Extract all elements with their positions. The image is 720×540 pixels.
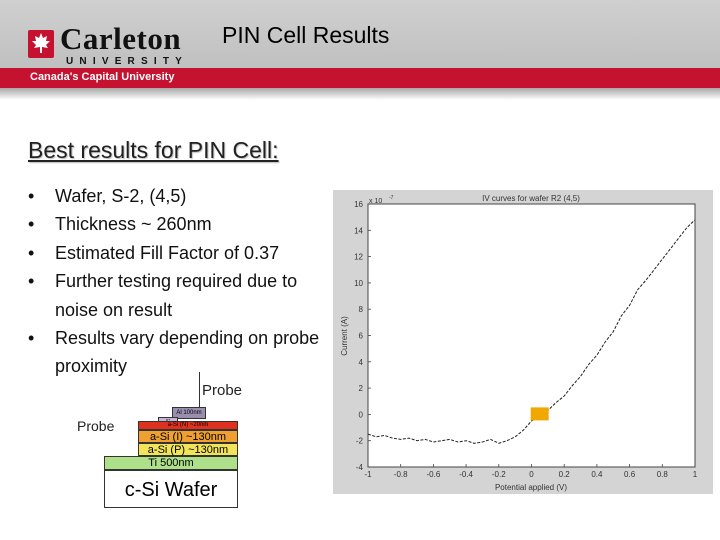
y-tick-label: 0	[359, 410, 364, 419]
layer-wafer: c-Si Wafer	[104, 470, 238, 508]
y-tick-label: 14	[354, 226, 363, 235]
bullet-item: Estimated Fill Factor of 0.37	[28, 239, 328, 268]
x-tick-label: 1	[693, 470, 698, 479]
maple-leaf-icon	[28, 30, 54, 58]
bullet-item: Wafer, S-2, (4,5)	[28, 182, 328, 211]
y-tick-label: 2	[359, 384, 364, 393]
section-subtitle: Best results for PIN Cell:	[28, 137, 279, 163]
x-tick-label: 0.2	[559, 470, 571, 479]
x-tick-label: 0.4	[591, 470, 603, 479]
iv-curve-chart: IV curves for wafer R2 (4,5) x 10 -7 Pot…	[333, 190, 713, 494]
layer-ti: Ti 500nm	[104, 456, 238, 470]
y-tick-label: 10	[354, 279, 363, 288]
bullet-list: Wafer, S-2, (4,5) Thickness ~ 260nm Esti…	[28, 182, 328, 381]
probe-line	[199, 372, 200, 410]
x-tick-label: -1	[364, 470, 372, 479]
y-tick-label: 16	[354, 200, 363, 209]
y-tick-label: 6	[359, 332, 364, 341]
x-tick-label: -0.4	[459, 470, 473, 479]
header-red-bar	[0, 68, 720, 88]
x-tick-label: -0.2	[492, 470, 506, 479]
layer-n: a-Si (N) ~20nm	[138, 421, 238, 430]
header-tagline: Canada's Capital University	[30, 71, 175, 83]
bullet-item: Further testing required due to noise on…	[28, 267, 328, 324]
iv-curve-line	[367, 219, 696, 444]
y-tick-label: 12	[354, 253, 363, 262]
logo-wordmark: Carleton	[60, 21, 182, 56]
x-tick-label: -0.8	[394, 470, 408, 479]
y-tick-label: -4	[356, 463, 364, 472]
slide-title: PIN Cell Results	[222, 22, 390, 48]
bullet-item: Thickness ~ 260nm	[28, 210, 328, 239]
x-tick-label: 0	[529, 470, 534, 479]
layer-al: Al 100nm	[172, 407, 206, 419]
x-axis-label: Potential applied (V)	[495, 483, 567, 492]
chart-title: IV curves for wafer R2 (4,5)	[482, 194, 580, 203]
y-multiplier: x 10	[369, 198, 382, 205]
bullet-item: Results vary depending on probe proximit…	[28, 324, 328, 381]
x-tick-label: -0.6	[427, 470, 441, 479]
logo-university: UNIVERSITY	[66, 56, 189, 67]
y-tick-label: -2	[356, 437, 364, 446]
y-axis-label: Current (A)	[340, 316, 349, 356]
highlight-marker	[530, 407, 549, 421]
x-tick-label: 0.6	[624, 470, 636, 479]
y-multiplier-exp: -7	[389, 195, 394, 201]
probe-label-left: Probe	[77, 418, 115, 434]
y-tick-label: 8	[359, 305, 364, 314]
x-tick-label: 0.8	[657, 470, 669, 479]
plot-area	[367, 203, 696, 468]
probe-label-top: Probe	[202, 382, 243, 399]
header-shadow	[0, 88, 720, 100]
layer-i: a-Si (I) ~130nm	[138, 430, 238, 443]
layer-p: a-Si (P) ~130nm	[138, 443, 238, 456]
y-tick-label: 4	[359, 358, 364, 367]
